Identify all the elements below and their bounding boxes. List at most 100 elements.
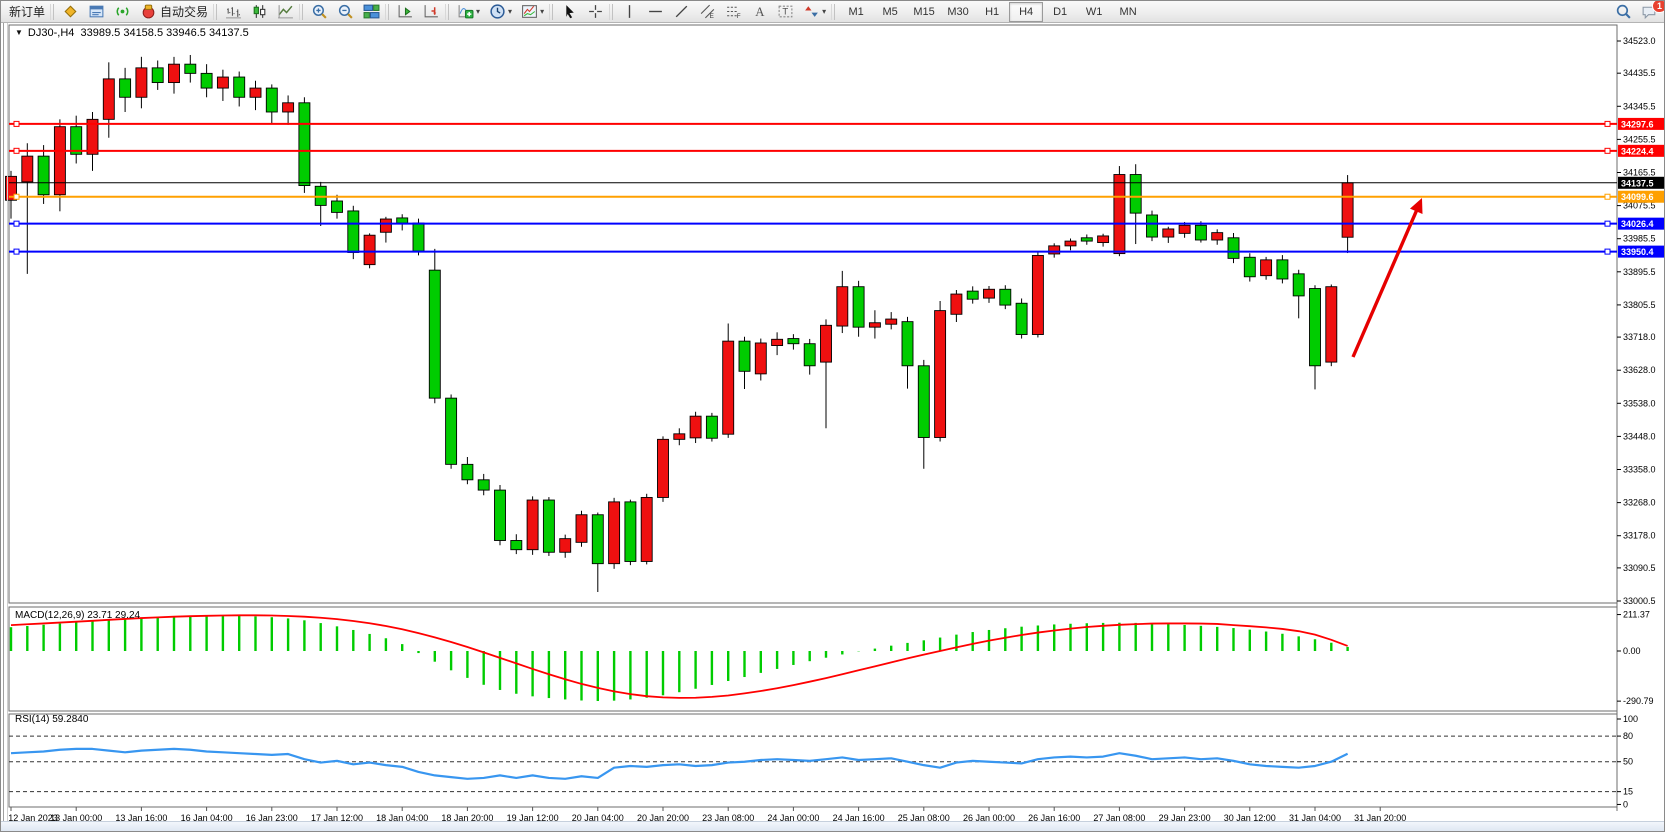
zoom-out-icon[interactable] <box>333 2 358 22</box>
candle-49 <box>803 338 816 375</box>
hline-anchor-left[interactable] <box>13 220 20 227</box>
bar-chart-icon[interactable] <box>221 2 246 22</box>
horizontal-line-33950.4[interactable] <box>9 248 1617 255</box>
horizontal-line-34224.4[interactable] <box>9 147 1617 154</box>
candle-60 <box>983 285 995 303</box>
text-label-icon[interactable]: T <box>773 2 798 22</box>
timeframe-mn[interactable]: MN <box>1119 5 1137 18</box>
price-badge-bg <box>1618 144 1664 157</box>
price-badge-text: 34026.4 <box>1621 219 1654 229</box>
signal-icon[interactable] <box>110 2 135 22</box>
toolbar-separator <box>445 2 452 22</box>
candle-body <box>331 200 343 213</box>
timeframe-h1[interactable]: H1 <box>985 5 1000 18</box>
new-order-button[interactable]: 新订单 <box>9 5 46 19</box>
timeframe-m1[interactable]: M1 <box>848 5 864 18</box>
candle-body <box>640 497 653 562</box>
auto-trading-button[interactable]: 自动交易 <box>136 2 212 22</box>
candle-body <box>885 318 898 325</box>
timeframe-h4[interactable]: H4 <box>1009 1 1044 22</box>
hline-anchor-left[interactable] <box>13 147 20 154</box>
chevron-down-icon: ▾ <box>476 7 481 16</box>
candle-81 <box>1325 284 1338 367</box>
text-icon[interactable]: A <box>747 2 772 22</box>
candlestick-chart-icon[interactable] <box>247 2 272 22</box>
profile-icon[interactable] <box>58 2 83 22</box>
current-price-badge: 34137.5 <box>1618 176 1664 189</box>
timeframe-m15[interactable]: M15 <box>913 5 935 18</box>
horizontal-line-34297.6[interactable] <box>9 120 1617 127</box>
horizontal-line-34099.6[interactable] <box>9 193 1617 200</box>
rsi-tick-label: 100 <box>1623 714 1638 724</box>
candle-body <box>1064 240 1077 247</box>
candle-15 <box>249 80 262 111</box>
line-chart-icon[interactable] <box>273 2 298 22</box>
svg-text:A: A <box>755 5 765 19</box>
candle-body <box>1113 174 1126 255</box>
tile-windows-icon[interactable] <box>359 2 384 22</box>
crosshair-icon[interactable] <box>583 2 608 22</box>
candle-body <box>591 514 604 565</box>
time-tick-label: 31 Jan 04:00 <box>1289 813 1341 823</box>
candle-body <box>53 126 66 196</box>
price-badge-text: 34297.6 <box>1621 119 1654 129</box>
horizontal-line-icon[interactable] <box>643 2 668 22</box>
candle-body <box>1309 288 1321 367</box>
candle-54 <box>885 312 898 330</box>
candle-11 <box>184 54 197 83</box>
chart-menu-icon[interactable]: ▼ <box>15 28 23 37</box>
price-tick-label: 34345.5 <box>1623 101 1656 111</box>
periods-icon[interactable]: ▾ <box>485 2 516 22</box>
price-tick-label: 33985.5 <box>1623 234 1656 244</box>
hline-badge-34026.4: 34026.4 <box>1618 217 1664 230</box>
indicators-icon[interactable]: ▾ <box>453 2 484 22</box>
hline-anchor-right[interactable] <box>1604 220 1611 227</box>
chart-title: ▼ DJ30-,H4 33989.5 34158.5 33946.5 34137.… <box>15 27 249 39</box>
arrows-icon[interactable]: ▾ <box>799 2 830 22</box>
candle-body <box>412 222 425 252</box>
candle-body <box>1211 232 1224 241</box>
hline-anchor-right[interactable] <box>1604 120 1611 127</box>
timeframe-m5[interactable]: M5 <box>882 5 898 18</box>
terminal-icon[interactable] <box>84 2 109 22</box>
candle-body <box>542 499 555 553</box>
timeframe-w1[interactable]: W1 <box>1085 5 1103 18</box>
candle-67 <box>1097 233 1110 247</box>
timeframe-d1[interactable]: D1 <box>1053 5 1068 18</box>
candle-27 <box>445 394 458 469</box>
channel-icon[interactable]: E <box>695 2 720 22</box>
templates-icon[interactable]: ▾ <box>517 2 548 22</box>
candle-body <box>151 67 164 84</box>
hline-anchor-right[interactable] <box>1604 193 1611 200</box>
rsi-axis: 100 80 50 15 0 <box>1617 714 1638 809</box>
candle-39 <box>640 493 653 565</box>
cursor-icon[interactable] <box>557 2 582 22</box>
hline-anchor-right[interactable] <box>1604 248 1611 255</box>
candle-body <box>184 63 197 74</box>
hline-anchor-left[interactable] <box>13 248 20 255</box>
horizontal-line-34026.4[interactable] <box>9 220 1617 227</box>
fibonacci-icon[interactable]: F <box>721 2 746 22</box>
chart-shift-icon[interactable] <box>419 2 444 22</box>
search-icon[interactable] <box>1611 2 1636 22</box>
candle-36 <box>591 512 604 592</box>
hline-anchor-right[interactable] <box>1604 147 1611 154</box>
candle-17 <box>282 95 295 125</box>
chat-icon[interactable]: 1 <box>1637 1 1664 22</box>
timeframe-m30[interactable]: M30 <box>947 5 969 18</box>
trendline-icon[interactable] <box>669 2 694 22</box>
macd-indicator <box>9 614 1349 701</box>
auto-scroll-icon[interactable] <box>393 2 418 22</box>
candles <box>5 54 1354 592</box>
trend-arrow-annotation[interactable] <box>1351 198 1423 358</box>
zoom-in-icon[interactable] <box>307 2 332 22</box>
candle-23 <box>379 216 392 243</box>
vertical-line-icon[interactable] <box>617 2 642 22</box>
candle-body <box>1097 235 1110 244</box>
hline-anchor-left[interactable] <box>13 120 20 127</box>
hline-anchor-left[interactable] <box>13 193 20 200</box>
candle-body <box>494 489 506 541</box>
candle-30 <box>494 484 506 546</box>
candle-body <box>1146 214 1158 238</box>
